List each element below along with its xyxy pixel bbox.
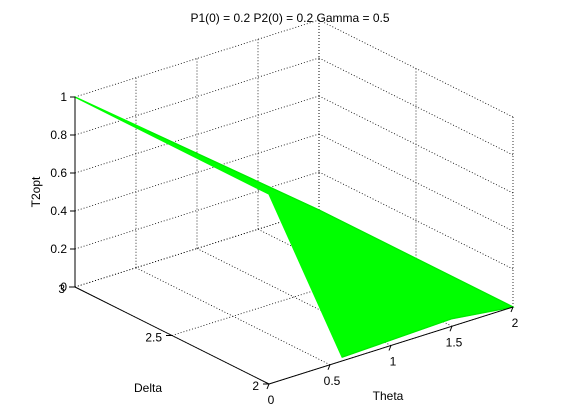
t2opt-tick-label: 0.4 [50, 204, 67, 218]
theta-tick-mark [327, 364, 331, 370]
back-wall-grid-line [74, 133, 320, 212]
t2opt-tick-label: 0 [60, 280, 67, 294]
theta-tick-label: 0 [268, 393, 275, 407]
chart-title: P1(0) = 0.2 P2(0) = 0.2 Gamma = 0.5 [190, 11, 389, 25]
axes [69, 96, 514, 390]
surface [74, 96, 515, 358]
delta-tick-label: 2 [252, 379, 259, 393]
back-wall-grid-line [74, 171, 320, 250]
back-wall-grid-line [74, 209, 320, 288]
theta-tick-mark [449, 326, 453, 332]
side-wall-grid-line [318, 95, 514, 194]
delta-tick-label: 2.5 [145, 331, 162, 345]
theta-tick-label: 2 [512, 316, 519, 330]
back-wall-grid-line [74, 95, 320, 174]
side-wall-grid-line [318, 19, 514, 118]
theta-tick-mark [510, 306, 514, 313]
theta-tick-label: 1.5 [446, 335, 463, 349]
t2opt-tick-label: 0.8 [50, 128, 67, 142]
side-wall-grid-line [318, 133, 514, 232]
z-axis-label: T2opt [29, 176, 43, 207]
t2opt-tick-label: 0.2 [50, 242, 67, 256]
y-axis-label: Delta [134, 381, 162, 395]
delta-tick-label: 3 [58, 282, 65, 296]
x-axis-label: Theta [373, 389, 404, 403]
theta-tick-label: 0.5 [324, 374, 341, 388]
side-wall-grid-line [318, 171, 514, 270]
side-wall-grid-line [318, 57, 514, 156]
theta-tick-mark [388, 345, 392, 351]
back-wall-grid-line [74, 19, 320, 98]
theta-tick-mark [266, 383, 270, 390]
t2opt-tick-label: 1 [60, 90, 67, 104]
back-wall-grid-line [74, 57, 320, 136]
t2opt-tick-label: 0.6 [50, 166, 67, 180]
surface-patch [74, 96, 514, 358]
theta-tick-label: 1 [390, 355, 397, 369]
